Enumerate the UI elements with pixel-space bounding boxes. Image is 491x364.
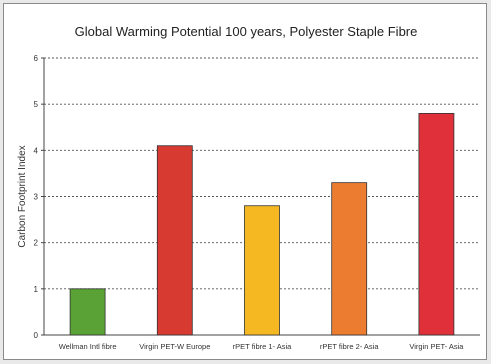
bars	[69, 113, 455, 336]
y-tick-label: 2	[34, 239, 39, 248]
y-axis-label: Carbon Footprint Index	[17, 145, 28, 247]
x-tick-label: rPET fibre 2- Asia	[320, 342, 379, 351]
y-tick-label: 6	[34, 54, 39, 63]
x-tick-label: Wellman Intl fibre	[59, 342, 117, 351]
y-tick-label: 4	[34, 146, 39, 155]
x-tick-label: Virgin PET-W Europe	[139, 342, 210, 351]
bar	[244, 205, 280, 336]
chart-title: Global Warming Potential 100 years, Poly…	[75, 24, 418, 39]
chart-frame: Global Warming Potential 100 years, Poly…	[3, 3, 487, 360]
bar-chart: Global Warming Potential 100 years, Poly…	[17, 24, 480, 351]
x-tick-labels: Wellman Intl fibre Virgin PET-W Europe rPE…	[59, 342, 465, 351]
bar	[69, 288, 106, 336]
x-tick-label: Virgin PET- Asia	[409, 342, 464, 351]
bar	[418, 113, 455, 336]
y-tick-labels: 0 1 2 3 4 5 6	[34, 54, 39, 340]
y-tick-label: 5	[34, 100, 39, 109]
bar	[156, 145, 193, 336]
bar	[331, 182, 368, 336]
y-tick-label: 3	[34, 193, 39, 202]
y-tick-label: 0	[34, 331, 39, 340]
y-tick-label: 1	[34, 285, 39, 294]
x-tick-label: rPET fibre 1- Asia	[233, 342, 292, 351]
